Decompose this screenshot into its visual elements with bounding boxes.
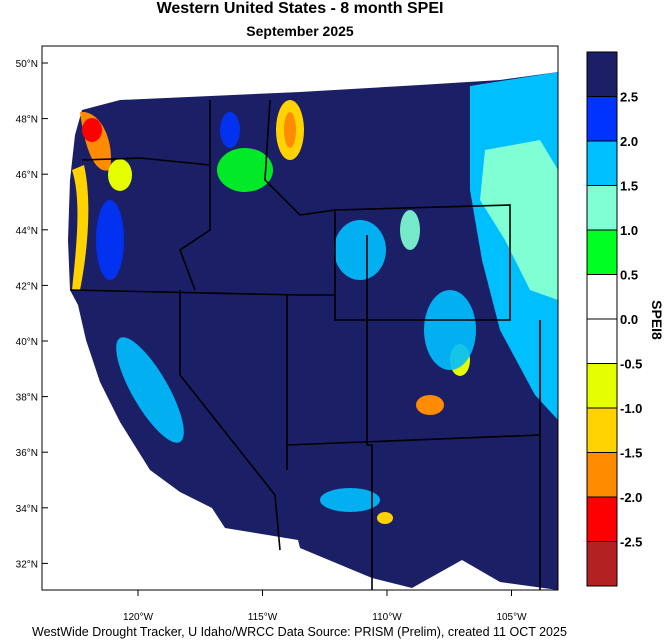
lat-tick-label: 38°N [16, 393, 38, 404]
lat-tick-label: 36°N [16, 448, 38, 459]
colorbar-swatch [586, 51, 618, 97]
lat-tick-label: 46°N [16, 170, 38, 181]
lon-tick-label: 120°W [123, 612, 154, 623]
colorbar-tick-label: 0.5 [620, 268, 638, 283]
lat-tick-label: 48°N [16, 115, 38, 126]
colorbar-swatch [586, 363, 618, 409]
lat-tick-label: 40°N [16, 337, 38, 348]
colorbar-tick-label: -1.5 [620, 446, 642, 461]
lat-tick-label: 32°N [16, 559, 38, 570]
colorbar-tick-label: -2.0 [620, 490, 642, 505]
lat-tick-label: 42°N [16, 281, 38, 292]
lon-tick-label: 105°W [496, 612, 527, 623]
very-wet-region-plains [480, 140, 558, 300]
colorbar-tick-label: -2.5 [620, 535, 642, 550]
colorbar-swatch [586, 541, 618, 587]
latitude-axis: 50°N 48°N 46°N 44°N 42°N 40°N 38°N 36°N 34°N 32°N [16, 59, 48, 570]
map-title: Western United States - 8 month SPEI [156, 0, 444, 17]
lon-tick-label: 115°W [248, 612, 278, 623]
colorbar-swatch [586, 229, 618, 275]
colorbar-swatch [586, 185, 618, 231]
colorbar: 2.5 2.0 1.5 1.0 0.5 0.0 -0.5 -1.0 -1.5 -2.0 -2.5 [586, 51, 642, 587]
colorbar-swatch [586, 496, 618, 542]
colorbar-swatch [586, 452, 618, 498]
colorbar-swatch [586, 407, 618, 453]
wet-patches [96, 112, 476, 512]
footer-credit: WestWide Drought Tracker, U Idaho/WRCC D… [32, 625, 567, 639]
colorbar-swatch [586, 140, 618, 186]
colorbar-tick-label: -1.0 [620, 401, 642, 416]
colorbar-tick-label: 0.0 [620, 312, 638, 327]
dry-patches [72, 100, 470, 524]
colorbar-tick-label: -0.5 [620, 357, 642, 372]
state-borders [69, 99, 541, 590]
lat-tick-label: 34°N [16, 504, 38, 515]
colorbar-tick-label: 2.0 [620, 134, 638, 149]
colorbar-swatch [586, 274, 618, 320]
lat-tick-label: 50°N [16, 59, 38, 70]
colorbar-swatch [586, 318, 618, 364]
map-frame [41, 45, 559, 591]
map-subtitle: September 2025 [246, 23, 354, 39]
colorbar-swatch [586, 96, 618, 142]
longitude-axis: 120°W 115°W 110°W 105°W [123, 590, 527, 623]
colorbar-tick-label: 1.5 [620, 179, 638, 194]
land-us-west [68, 72, 558, 590]
colorbar-tick-label: 1.0 [620, 223, 638, 238]
lat-tick-label: 44°N [16, 226, 38, 237]
colorbar-label: SPEI8 [649, 300, 665, 340]
map-area [42, 46, 558, 590]
colorbar-tick-label: 2.5 [620, 90, 638, 105]
lon-tick-label: 110°W [372, 612, 402, 623]
